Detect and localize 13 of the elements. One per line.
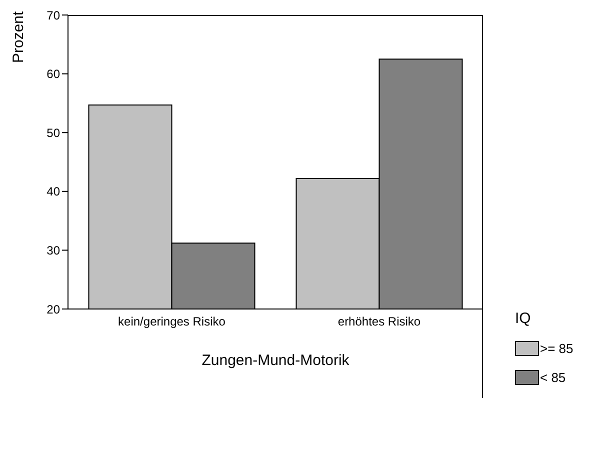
y-tick-label: 30 xyxy=(46,243,60,258)
x-tick-label: kein/geringes Risiko xyxy=(118,314,226,329)
y-tick-label: 60 xyxy=(46,67,60,82)
y-tick-label: 70 xyxy=(46,8,60,22)
legend-title: IQ xyxy=(515,310,532,327)
x-axis-title: Zungen-Mund-Motorik xyxy=(202,352,350,369)
y-axis-title: Prozent xyxy=(10,11,27,63)
legend-label: >= 85 xyxy=(540,341,574,356)
y-tick-label: 40 xyxy=(46,184,60,199)
x-tick-label: erhöhtes Risiko xyxy=(338,314,421,329)
y-tick-label: 20 xyxy=(46,302,60,316)
y-tick-label: 50 xyxy=(46,126,60,140)
legend-label: < 85 xyxy=(540,370,566,385)
